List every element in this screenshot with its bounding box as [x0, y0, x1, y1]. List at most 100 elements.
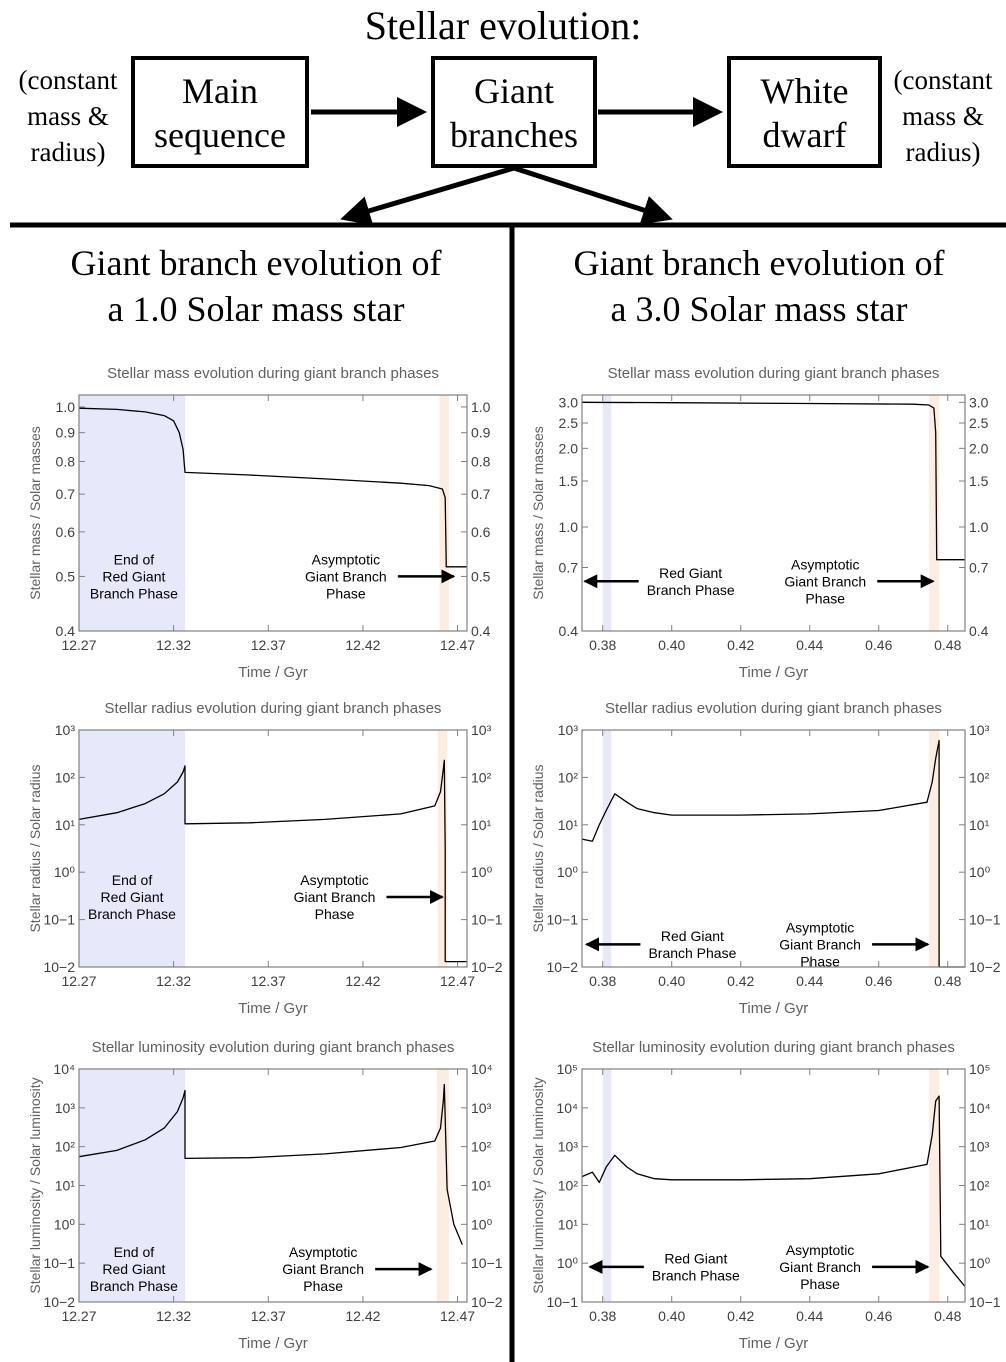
chart-2-ylabel: Stellar radius / Solar radius	[27, 764, 43, 932]
chart-0-series-line	[78, 407, 467, 568]
chart-3-frame	[581, 729, 966, 968]
chart-0-ytick-label-right: 0.4	[471, 623, 491, 639]
chart-5: Stellar luminosity evolution during gian…	[530, 1039, 1001, 1352]
chart-3-ytick-label-right: 10−2	[969, 959, 1001, 975]
chart-3-ytick-label-left: 10¹	[558, 817, 579, 833]
chart-3-xtick-label: 0.46	[865, 973, 892, 989]
chart-2-xtick-label: 12.37	[251, 973, 286, 989]
chart-5-annotation-line: Giant Branch	[779, 1259, 861, 1275]
chart-2-annotation-line: Giant Branch	[294, 889, 376, 905]
chart-5-ylabel: Stellar luminosity / Solar luminosity	[530, 1077, 546, 1293]
chart-1-title: Stellar mass evolution during giant bran…	[608, 365, 940, 382]
chart-0-ytick-label-left: 0.6	[56, 524, 76, 540]
chart-4-annotation-line: Phase	[303, 1278, 343, 1294]
chart-0-ytick-label-left: 0.9	[56, 425, 76, 441]
chart-4-ytick-label-left: 10⁴	[53, 1061, 75, 1077]
chart-5-ytick-label-right: 10³	[969, 1139, 990, 1155]
box-line: branches	[450, 115, 578, 155]
chart-2-annotation-0: End of Red Giant Branch Phase	[88, 872, 176, 922]
chart-3-xtick-label: 0.38	[589, 973, 616, 989]
chart-0-ylabel: Stellar mass / Solar masses	[27, 426, 43, 600]
box-line: sequence	[154, 115, 286, 155]
chart-4-ytick-label-left: 10−2	[43, 1294, 75, 1310]
chart-2-frame	[78, 729, 468, 968]
chart-2-agb-band	[437, 730, 448, 967]
panel-title-line: a 1.0 Solar mass star	[107, 289, 405, 329]
chart-3-annotation-line: Branch Phase	[648, 945, 736, 961]
chart-5-annotation-line: Branch Phase	[652, 1267, 740, 1283]
chart-0-ytick-label-right: 0.5	[471, 568, 491, 584]
chart-5-ytick-label-left: 10⁰	[557, 1255, 579, 1271]
chart-3-ytick-label-right: 10¹	[969, 817, 990, 833]
chart-2-xtick-label: 12.27	[61, 973, 96, 989]
main-sequence-box: Main sequence	[131, 56, 309, 168]
chart-1-frame	[581, 394, 966, 632]
chart-3-xtick-label: 0.44	[796, 973, 823, 989]
panel-title-line: Giant branch evolution of	[573, 243, 945, 283]
chart-5-ytick-label-right: 10−1	[969, 1294, 1001, 1310]
chart-1-annotation-line: Phase	[805, 590, 845, 606]
chart-1-annotation-line: Branch Phase	[647, 582, 735, 598]
chart-0-ytick-label-right: 0.6	[471, 524, 491, 540]
chart-4-ytick-label-left: 10¹	[55, 1178, 76, 1194]
chart-5-ytick-label-right: 10²	[969, 1178, 990, 1194]
chart-1-xtick-label: 0.48	[934, 637, 961, 653]
chart-0-annotation-line: Branch Phase	[90, 585, 178, 601]
chart-1-xtick-label: 0.38	[589, 637, 616, 653]
chart-4-ytick-label-right: 10¹	[471, 1178, 492, 1194]
chart-3-ytick-label-left: 10⁰	[557, 864, 579, 880]
chart-2-xtick-label: 12.42	[345, 973, 380, 989]
chart-0-title: Stellar mass evolution during giant bran…	[107, 365, 439, 382]
chart-1-xlabel: Time / Gyr	[739, 664, 808, 681]
chart-1-annotation-line: Giant Branch	[784, 573, 866, 589]
split-arrow-left	[340, 165, 515, 226]
chart-5-annotation-line: Asymptotic	[786, 1242, 854, 1258]
chart-5-annotation-line: Red Giant	[664, 1250, 727, 1266]
chart-5-agb-band	[928, 1069, 940, 1302]
chart-0-annotation-0: End of Red Giant Branch Phase	[90, 551, 178, 601]
chart-4-ytick-label-right: 10−2	[471, 1294, 503, 1310]
chart-1-xtick-label: 0.42	[727, 637, 754, 653]
chart-2-ytick-label-right: 10−1	[471, 912, 503, 928]
chart-2-annotation-line: Red Giant	[100, 889, 163, 905]
chart-2-xlabel: Time / Gyr	[238, 1000, 307, 1017]
chart-3-annotation-1: Asymptotic Giant Branch Phase	[779, 919, 861, 969]
chart-4-ytick-label-right: 10³	[471, 1100, 492, 1116]
chart-0-ytick-label-left: 1.0	[56, 399, 76, 415]
chart-2-ytick-label-left: 10¹	[55, 817, 76, 833]
chart-5-ytick-label-right: 10⁴	[969, 1100, 991, 1116]
chart-5-ytick-label-left: 10³	[558, 1139, 579, 1155]
panel-title-left: Giant branch evolution of a 1.0 Solar ma…	[0, 240, 512, 332]
chart-2-ytick-label-right: 10⁰	[471, 864, 493, 880]
box-line: dwarf	[762, 115, 847, 155]
chart-1-ytick-label-right: 0.7	[969, 559, 989, 575]
chart-5-xtick-label: 0.38	[589, 1308, 616, 1324]
chart-4-ytick-label-right: 10⁴	[471, 1061, 493, 1077]
chart-1-annotation-0: Red Giant Branch Phase	[647, 565, 735, 598]
chart-4-xtick-label: 12.42	[345, 1308, 380, 1324]
chart-4-ytick-label-right: 10²	[471, 1139, 492, 1155]
chart-2-ytick-label-left: 10−1	[43, 912, 75, 928]
chart-1-agb-band	[928, 395, 940, 631]
chart-3-annotation-0: Red Giant Branch Phase	[648, 928, 736, 961]
chart-1-ytick-label-left: 2.0	[559, 440, 579, 456]
chart-0-ytick-label-left: 0.8	[56, 453, 76, 469]
chart-5-ytick-label-right: 10¹	[969, 1216, 990, 1232]
chart-4-ytick-label-left: 10⁰	[54, 1216, 76, 1232]
chart-1-ytick-label-right: 0.4	[969, 623, 989, 639]
giant-branches-box: Giant branches	[431, 56, 597, 168]
chart-1-xtick-label: 0.46	[865, 637, 892, 653]
chart-0-xlabel: Time / Gyr	[238, 664, 307, 681]
chart-4-xtick-label: 12.47	[440, 1308, 475, 1324]
chart-0-ytick-label-right: 0.8	[471, 453, 491, 469]
chart-2-ytick-label-left: 10³	[55, 722, 76, 738]
chart-4-xtick-label: 12.32	[156, 1308, 191, 1324]
chart-5-rgb-band	[602, 1069, 612, 1302]
chart-3-ytick-label-right: 10⁰	[969, 864, 991, 880]
chart-1-annotation-line: Asymptotic	[791, 556, 859, 572]
chart-0-ytick-label-right: 0.9	[471, 425, 491, 441]
chart-3-xlabel: Time / Gyr	[739, 1000, 808, 1017]
chart-0-annotation-line: Phase	[326, 585, 366, 601]
chart-layer: Stellar mass evolution during giant bran…	[27, 365, 1001, 1352]
